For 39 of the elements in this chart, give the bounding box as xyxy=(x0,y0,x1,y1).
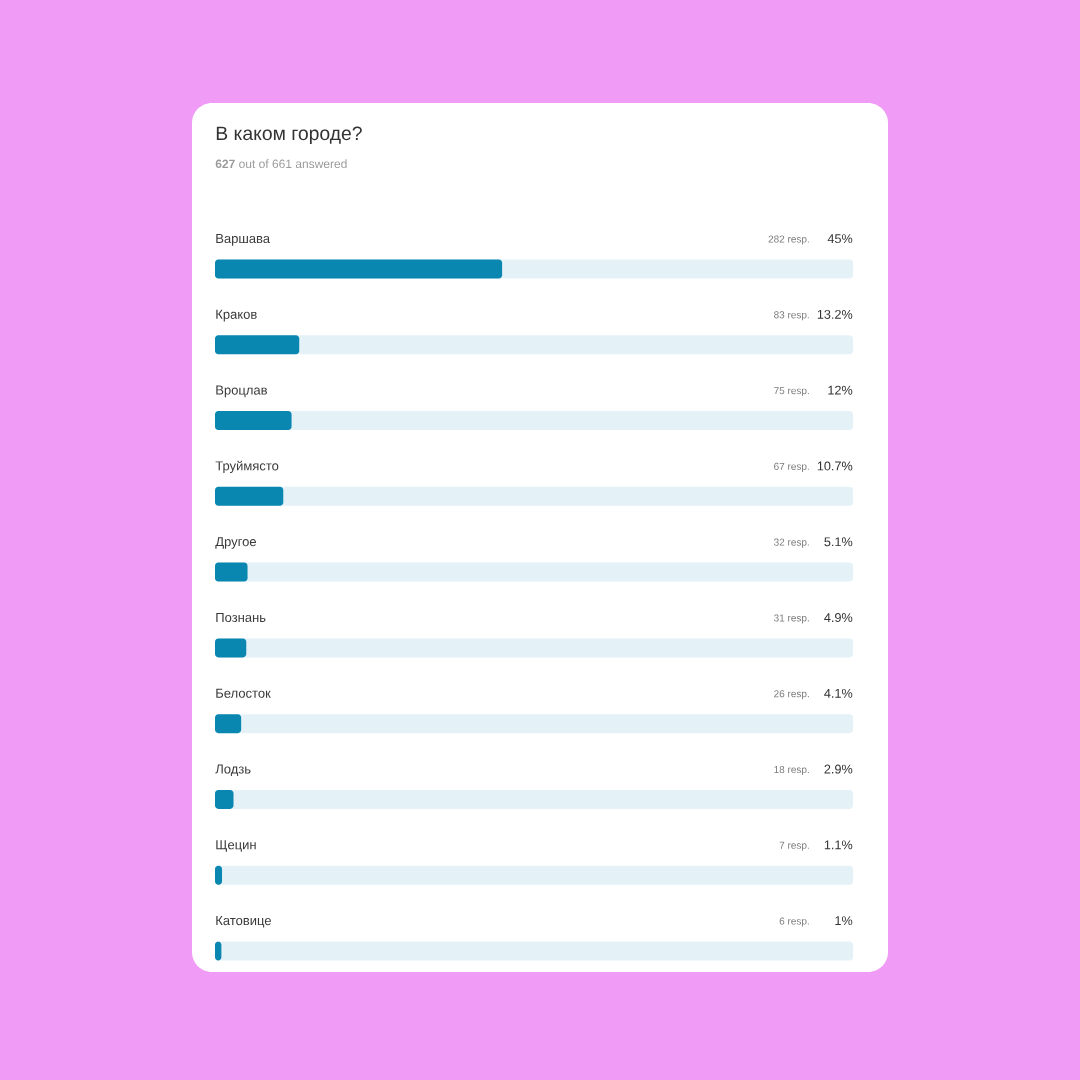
bar xyxy=(215,562,248,582)
y-tick-label: Вроцлав xyxy=(216,385,267,398)
y-tick-label: Познань xyxy=(216,612,266,623)
y-tick-label: Лодзь xyxy=(215,764,251,777)
data-label: 45% xyxy=(827,234,853,244)
chart-title: В каком городе? xyxy=(216,126,362,144)
data-label: 12% xyxy=(828,385,853,395)
y-tick-label: Другое xyxy=(215,537,256,549)
y-tick-label: Варшава xyxy=(216,234,271,246)
annotation: 18 resp. xyxy=(774,765,809,776)
data-label: 1.1% xyxy=(824,840,853,850)
y-tick-label: Катовице xyxy=(216,916,271,928)
chart-subtitle: 627 out of 661 answered xyxy=(215,159,347,169)
data-label: 1% xyxy=(835,916,853,926)
bar xyxy=(215,638,247,658)
annotation: 83 resp. xyxy=(774,311,809,321)
data-label: 10.7% xyxy=(817,461,853,471)
annotation: 7 resp. xyxy=(779,841,809,851)
annotation: 26 resp. xyxy=(774,690,809,700)
bar xyxy=(215,335,300,355)
data-label: 13.2% xyxy=(817,309,853,319)
bar xyxy=(215,411,292,431)
y-tick-label: Белосток xyxy=(216,688,271,698)
bar xyxy=(215,486,284,506)
data-label: 4.1% xyxy=(824,688,853,698)
annotation: 31 resp. xyxy=(773,614,809,624)
y-tick-label: Труймясто xyxy=(215,460,279,474)
data-label: 5.1% xyxy=(824,537,853,547)
bar xyxy=(215,789,234,809)
bar xyxy=(215,714,242,734)
data-label: 4.9% xyxy=(824,613,853,623)
annotation: 32 resp. xyxy=(773,538,809,548)
annotation: 67 resp. xyxy=(774,462,809,472)
y-tick-label: Щецин xyxy=(216,840,256,852)
annotation: 6 resp. xyxy=(779,917,809,927)
annotation: 75 resp. xyxy=(774,387,809,397)
data-label: 2.9% xyxy=(824,764,853,774)
annotation: 282 resp. xyxy=(768,235,809,245)
y-tick-label: Краков xyxy=(216,309,257,322)
